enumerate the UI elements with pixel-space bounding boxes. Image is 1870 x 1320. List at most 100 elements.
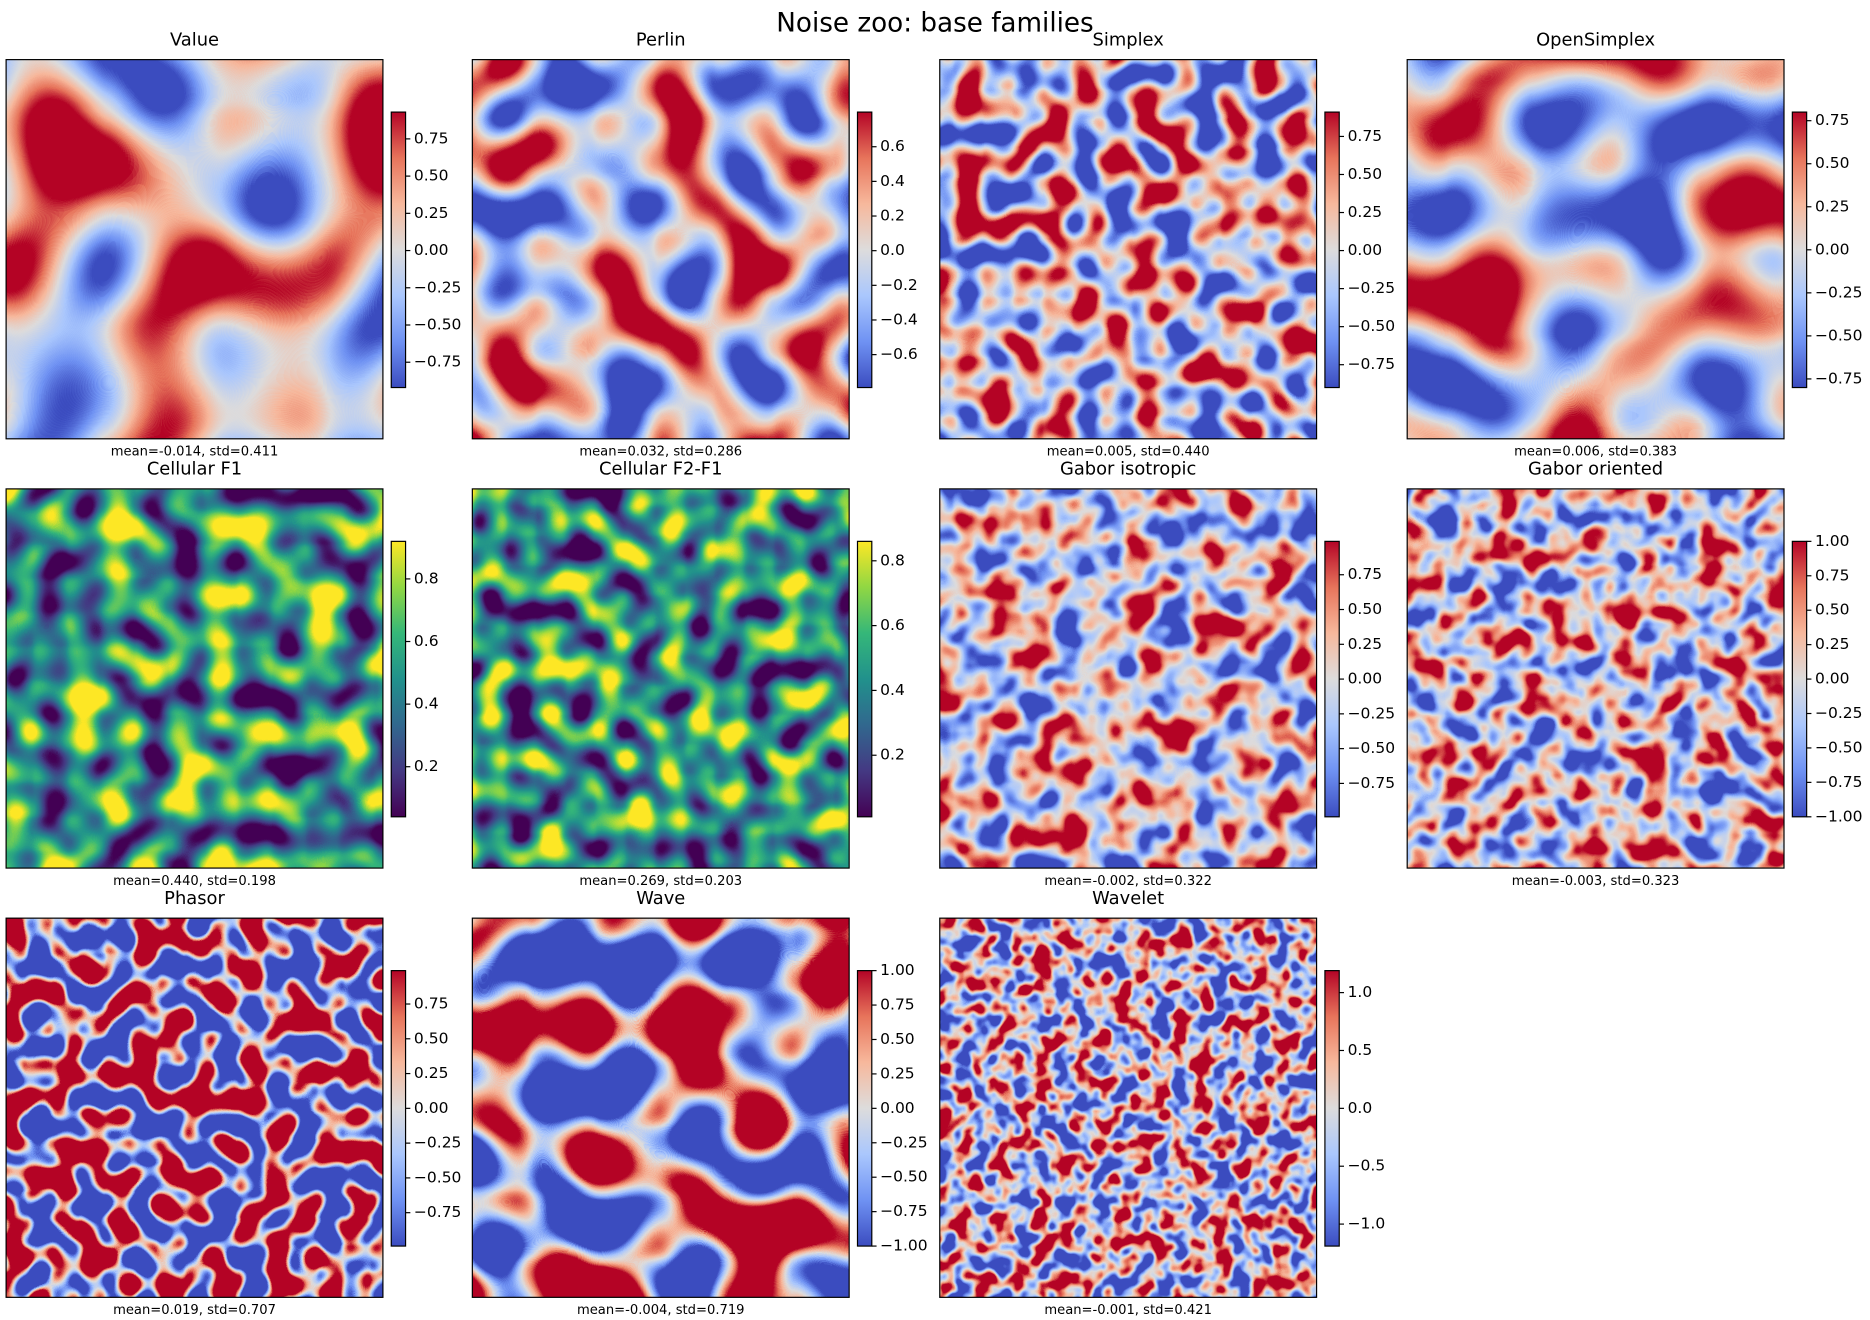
- colorbar-tick-label: 0.4: [880, 681, 905, 699]
- panel: Perlin mean=0.032, std=0.286 −0.6 −0.4 −0.2 0…: [471, 29, 918, 460]
- colorbar-tick-label: 0.2: [880, 207, 905, 225]
- colorbar-tick-label: 0.8: [414, 569, 439, 587]
- panel: Cellular F2-F1 mean=0.269, std=0.203 0.2 0.…: [471, 459, 905, 889]
- colorbar-tick-label: −0.75: [414, 353, 462, 371]
- colorbar: [390, 111, 407, 389]
- panel: Wavelet mean=-0.001, std=0.421 −1.0 −0.5 0.0…: [939, 888, 1385, 1318]
- colorbar-tick-label: 0.0: [880, 241, 905, 259]
- colorbar-tick-label: 0.75: [414, 129, 449, 147]
- panel-title: Wave: [636, 888, 685, 909]
- panel-title: Wavelet: [1092, 888, 1164, 909]
- colorbar-tick-label: 0.00: [1348, 670, 1383, 688]
- panel-caption: mean=-0.003, std=0.323: [1512, 874, 1680, 889]
- panel-caption: mean=0.440, std=0.198: [113, 874, 276, 889]
- colorbar-tick-label: 0.75: [414, 995, 449, 1013]
- colorbar-tick-label: 0.50: [1815, 601, 1850, 619]
- colorbar-tick-label: 0.00: [880, 1099, 915, 1117]
- image-frame: [939, 488, 1318, 869]
- colorbar-tick-label: −0.75: [1815, 369, 1863, 387]
- colorbar-tick-label: 0.50: [1815, 154, 1850, 172]
- colorbar-tick-label: 0.25: [1815, 635, 1850, 653]
- colorbar-tick-label: 0.50: [1348, 600, 1383, 618]
- colorbar-tick-label: 0.50: [880, 1030, 915, 1048]
- panel-caption: mean=-0.014, std=0.411: [111, 445, 279, 460]
- colorbar-tick-label: 0.25: [1815, 197, 1850, 215]
- colorbar-tick-label: 0.4: [414, 695, 439, 713]
- image-frame: [471, 917, 850, 1298]
- colorbar-tick-label: −0.50: [1348, 739, 1395, 757]
- panel-title: Simplex: [1093, 29, 1164, 50]
- colorbar-tick-label: −0.6: [880, 345, 918, 363]
- panel: Simplex mean=0.005, std=0.440 −0.75 −0.50 −0…: [939, 29, 1395, 460]
- colorbar-tick-label: 0.6: [880, 137, 905, 155]
- noise-image: [939, 918, 1317, 1298]
- colorbar: [390, 970, 407, 1247]
- colorbar-tick-label: −0.4: [880, 310, 918, 328]
- panel-title: Gabor oriented: [1528, 459, 1663, 480]
- panel-title: Perlin: [636, 29, 686, 50]
- colorbar-tick-label: 0.00: [414, 241, 449, 259]
- noise-image: [6, 918, 383, 1298]
- panel-caption: mean=-0.002, std=0.322: [1044, 874, 1212, 889]
- colorbar-tick-label: 0.75: [880, 996, 915, 1014]
- colorbar-tick-label: 1.00: [1815, 532, 1850, 550]
- panel-caption: mean=0.006, std=0.383: [1514, 445, 1677, 460]
- colorbar-tick-label: 0.25: [1348, 635, 1383, 653]
- noise-image: [1407, 59, 1784, 439]
- colorbar-tick-label: 0.50: [1348, 165, 1383, 183]
- colorbar-tick-label: 0.2: [414, 757, 439, 775]
- colorbar-tick-label: 0.0: [1348, 1099, 1373, 1117]
- colorbar-tick-label: −1.00: [880, 1237, 928, 1255]
- image-frame: [5, 59, 384, 440]
- colorbar: [1324, 970, 1340, 1247]
- colorbar-tick-label: −0.75: [1348, 355, 1395, 373]
- panel: OpenSimplex mean=0.006, std=0.383 −0.75 −0.…: [1406, 29, 1863, 460]
- colorbar: [390, 540, 407, 818]
- noise-image: [939, 59, 1317, 439]
- colorbar-tick-label: 1.00: [880, 961, 915, 979]
- colorbar-tick-label: −0.25: [1348, 279, 1395, 297]
- colorbar-tick-label: 0.75: [1348, 127, 1383, 145]
- colorbar-tick-label: −0.50: [1348, 317, 1395, 335]
- colorbar-tick-label: −0.75: [414, 1203, 462, 1221]
- colorbar-tick-label: −0.50: [1815, 738, 1863, 756]
- colorbar-tick-label: 0.25: [414, 204, 449, 222]
- colorbar-tick-label: −0.75: [1815, 773, 1863, 791]
- noise-image: [939, 488, 1317, 869]
- colorbar-tick-label: −0.25: [1815, 704, 1863, 722]
- panel: Wave mean=-0.004, std=0.719 −1.00 −0.75 −0.5…: [471, 888, 928, 1318]
- colorbar: [1791, 111, 1808, 389]
- colorbar: [856, 111, 873, 389]
- panel: Phasor mean=0.019, std=0.707 −0.75 −0.50 −0.…: [5, 888, 462, 1318]
- panel-title: Gabor isotropic: [1060, 459, 1196, 480]
- colorbar-tick-label: 0.75: [1348, 565, 1383, 583]
- colorbar-tick-label: 0.50: [414, 1029, 449, 1047]
- panel-caption: mean=-0.004, std=0.719: [577, 1303, 745, 1318]
- colorbar-tick-label: −1.00: [1815, 807, 1863, 825]
- panel: Gabor oriented mean=-0.003, std=0.323 −1.0…: [1406, 459, 1863, 889]
- colorbar-tick-label: 0.6: [880, 616, 905, 634]
- noise-image: [472, 59, 850, 439]
- colorbar: [1324, 111, 1340, 389]
- panel: Cellular F1 mean=0.440, std=0.198 0.2 0.4 0.…: [5, 459, 439, 889]
- colorbar-tick-label: 0.75: [1815, 111, 1850, 129]
- colorbar-tick-label: −0.50: [1815, 326, 1863, 344]
- colorbar-tick-label: −0.2: [880, 276, 918, 294]
- colorbar: [1324, 540, 1340, 818]
- colorbar-tick-label: 0.25: [1348, 203, 1383, 221]
- colorbar-tick-label: −0.50: [414, 1168, 462, 1186]
- panel-title: Cellular F1: [147, 459, 242, 480]
- panel-title: OpenSimplex: [1536, 29, 1655, 50]
- panel: Gabor isotropic mean=-0.002, std=0.322 −0.…: [939, 459, 1395, 889]
- colorbar-tick-label: −0.25: [1348, 704, 1395, 722]
- colorbar-tick-label: 0.8: [880, 551, 905, 569]
- image-frame: [939, 917, 1318, 1298]
- colorbar-tick-label: −0.25: [414, 1134, 462, 1152]
- image-frame: [1406, 59, 1785, 440]
- colorbar-tick-label: 0.00: [1348, 241, 1383, 259]
- colorbar-tick-label: 1.0: [1348, 983, 1373, 1001]
- noise-image: [1407, 488, 1784, 869]
- noise-image: [472, 918, 850, 1298]
- image-frame: [5, 917, 384, 1298]
- colorbar: [856, 540, 873, 818]
